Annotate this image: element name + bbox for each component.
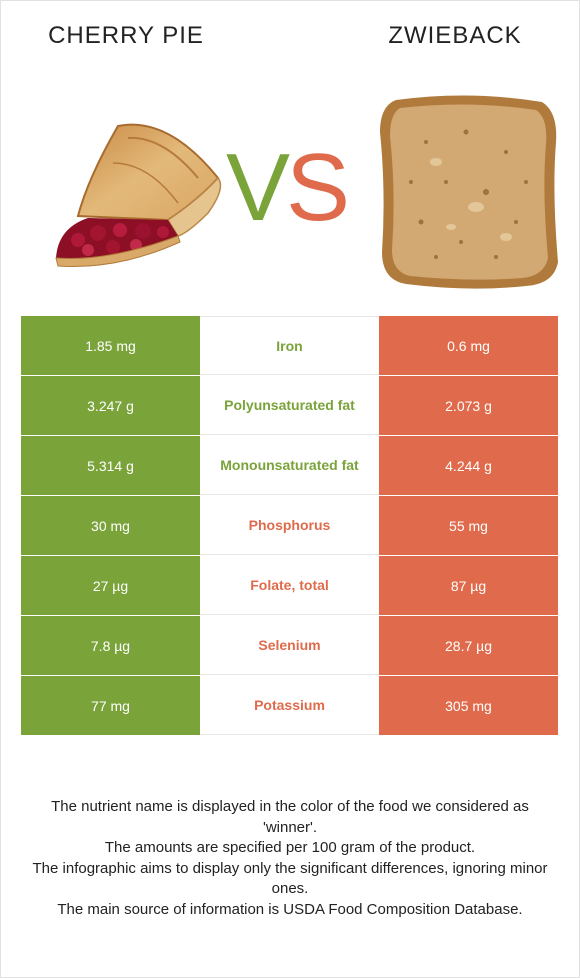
right-value: 0.6 mg xyxy=(379,316,558,375)
left-value: 7.8 µg xyxy=(21,616,200,675)
comparison-table: 1.85 mg Iron 0.6 mg 3.247 g Polyunsaturated … xyxy=(21,316,558,736)
table-row: 27 µg Folate, total 87 µg xyxy=(21,556,558,616)
right-value: 55 mg xyxy=(379,496,558,555)
cherry-pie-image xyxy=(55,123,222,267)
footnote-line-1: The nutrient name is displayed in the co… xyxy=(51,798,529,836)
footnote-line-4: The main source of information is USDA F… xyxy=(57,900,523,918)
table-row: 77 mg Potassium 305 mg xyxy=(21,676,558,736)
left-value: 3.247 g xyxy=(21,376,200,435)
nutrient-name: Polyunsaturated fat xyxy=(200,376,379,435)
left-value: 5.314 g xyxy=(21,436,200,495)
zwieback-image xyxy=(380,95,558,289)
left-value: 27 µg xyxy=(21,556,200,615)
nutrient-name: Iron xyxy=(200,316,379,375)
right-value: 28.7 µg xyxy=(379,616,558,675)
right-value: 305 mg xyxy=(379,676,558,735)
nutrient-name: Folate, total xyxy=(200,556,379,615)
right-food-title: ZWIEBACK xyxy=(388,22,522,49)
right-value: 87 µg xyxy=(379,556,558,615)
left-value: 1.85 mg xyxy=(21,316,200,375)
table-row: 30 mg Phosphorus 55 mg xyxy=(21,496,558,556)
right-value: 2.073 g xyxy=(379,376,558,435)
nutrient-name: Phosphorus xyxy=(200,496,379,555)
left-value: 77 mg xyxy=(21,676,200,735)
left-food-title: CHERRY PIE xyxy=(48,22,204,49)
table-row: 1.85 mg Iron 0.6 mg xyxy=(21,316,558,376)
table-row: 3.247 g Polyunsaturated fat 2.073 g xyxy=(21,376,558,436)
vs-v-letter: V xyxy=(226,138,290,230)
nutrient-name: Selenium xyxy=(200,616,379,675)
footnote-line-3: The infographic aims to display only the… xyxy=(32,859,548,898)
right-value: 4.244 g xyxy=(379,436,558,495)
table-row: 5.314 g Monounsaturated fat 4.244 g xyxy=(21,436,558,496)
vs-logo: V S xyxy=(226,138,350,230)
vs-s-letter: S xyxy=(286,138,350,230)
footnote: The nutrient name is displayed in the co… xyxy=(30,797,550,920)
left-value: 30 mg xyxy=(21,496,200,555)
nutrient-name: Potassium xyxy=(200,676,379,735)
nutrient-name: Monounsaturated fat xyxy=(200,436,379,495)
table-row: 7.8 µg Selenium 28.7 µg xyxy=(21,616,558,676)
footnote-line-2: The amounts are specified per 100 gram o… xyxy=(104,839,476,856)
